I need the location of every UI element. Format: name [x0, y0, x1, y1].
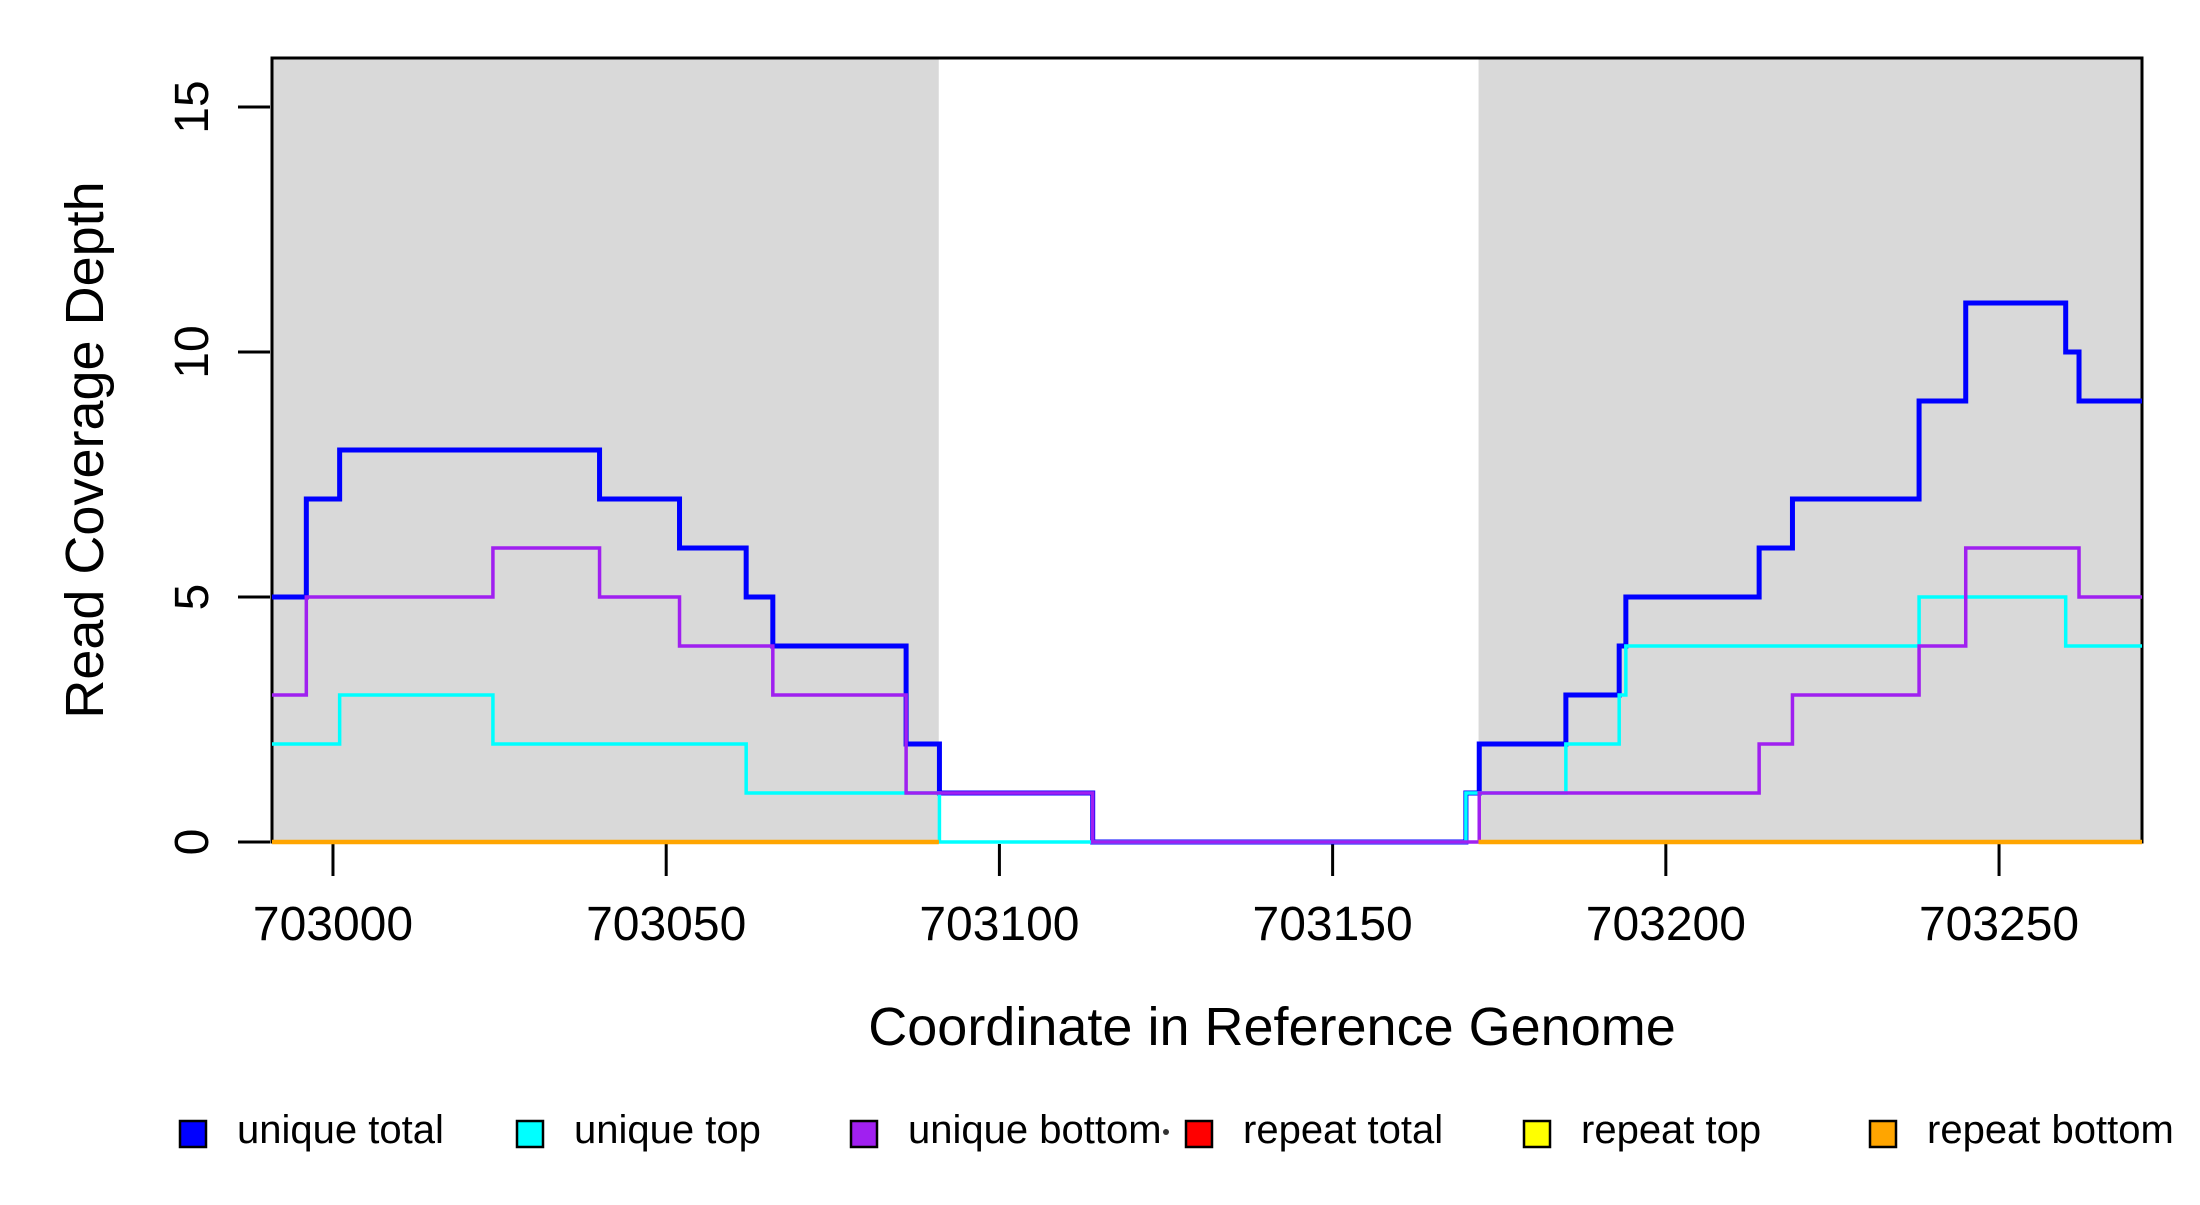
y-tick-label: 0	[166, 829, 219, 856]
stray-dot-artifact	[1163, 1129, 1169, 1135]
x-tick-label: 703250	[1919, 898, 2079, 951]
x-tick-label: 703000	[253, 898, 413, 951]
x-tick-label: 703150	[1253, 898, 1413, 951]
y-tick-label: 5	[166, 584, 219, 611]
y-tick-label: 15	[166, 80, 219, 133]
legend-label-repeat-bottom: repeat bottom	[1927, 1108, 2174, 1152]
legend-swatch-repeat-bottom	[1868, 1119, 1898, 1149]
legend-swatch-unique-bottom	[849, 1119, 879, 1149]
legend-label-unique-top: unique top	[574, 1108, 761, 1152]
x-tick-label: 703100	[919, 898, 1079, 951]
legend-label-repeat-top: repeat top	[1581, 1108, 1761, 1152]
series-line-unique-bottom	[272, 546, 2142, 844]
y-axis-title: Read Coverage Depth	[55, 181, 115, 718]
legend-label-repeat-total: repeat total	[1243, 1108, 1443, 1152]
legend-label-unique-total: unique total	[237, 1108, 444, 1152]
legend-swatch-unique-total	[178, 1119, 208, 1149]
x-tick-label: 703050	[586, 898, 746, 951]
shaded-region-1	[1478, 58, 2142, 842]
y-tick-label: 10	[166, 325, 219, 378]
legend-swatch-unique-top	[515, 1119, 545, 1149]
legend-label-unique-bottom: unique bottom	[908, 1108, 1162, 1152]
legend-swatch-repeat-total	[1184, 1119, 1214, 1149]
legend-swatch-repeat-top	[1522, 1119, 1552, 1149]
x-tick-label: 703200	[1586, 898, 1746, 951]
x-axis-title: Coordinate in Reference Genome	[868, 997, 1675, 1057]
